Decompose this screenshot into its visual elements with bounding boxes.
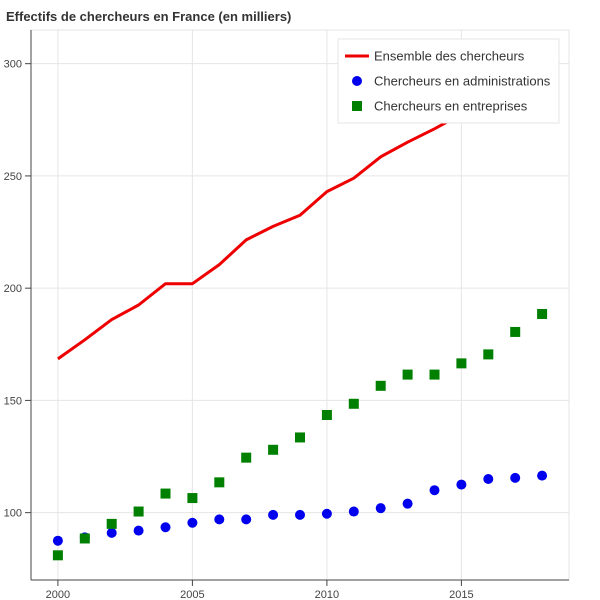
- legend-swatch-square: [352, 101, 362, 111]
- point-entreprises: [375, 380, 386, 391]
- legend-label: Chercheurs en administrations: [374, 74, 551, 89]
- point-entreprises: [187, 493, 198, 504]
- point-administrations: [456, 479, 467, 490]
- point-entreprises: [456, 358, 467, 369]
- point-entreprises: [537, 308, 548, 319]
- point-entreprises: [268, 444, 279, 455]
- point-entreprises: [106, 518, 117, 529]
- point-administrations: [321, 508, 332, 519]
- point-entreprises: [214, 477, 225, 488]
- axes: 100 150 200 250 300 2000 2005 2010 2015: [4, 30, 569, 600]
- point-administrations: [510, 472, 521, 483]
- point-entreprises: [429, 369, 440, 380]
- point-administrations: [214, 514, 225, 525]
- legend-label: Ensemble des chercheurs: [374, 49, 525, 64]
- point-entreprises: [79, 533, 90, 544]
- point-administrations: [160, 522, 171, 533]
- point-administrations: [295, 509, 305, 520]
- point-administrations: [402, 498, 413, 509]
- legend-box: [337, 38, 560, 124]
- y-tick-label: 200: [4, 283, 22, 295]
- x-tick-label: 2000: [46, 589, 70, 600]
- chart-title: Effectifs de chercheurs en France (en mi…: [6, 9, 291, 24]
- point-entreprises: [160, 488, 171, 499]
- point-entreprises: [52, 550, 63, 561]
- point-administrations: [106, 527, 117, 538]
- point-entreprises: [483, 349, 494, 360]
- point-entreprises: [295, 432, 305, 443]
- point-entreprises: [133, 506, 144, 517]
- y-tick-label: 150: [4, 395, 22, 407]
- point-administrations: [52, 535, 63, 546]
- point-administrations: [187, 517, 198, 528]
- point-administrations: [133, 525, 144, 536]
- legend: Ensemble des chercheurs Chercheurs en adm…: [337, 38, 560, 124]
- y-tick-label: 250: [4, 171, 22, 183]
- point-entreprises: [510, 326, 521, 337]
- point-entreprises: [321, 410, 332, 420]
- point-administrations: [429, 485, 440, 496]
- point-entreprises: [348, 398, 359, 409]
- legend-label: Chercheurs en entreprises: [374, 99, 528, 114]
- point-administrations: [348, 506, 359, 517]
- y-tick-label: 100: [4, 508, 22, 520]
- point-administrations: [483, 473, 494, 484]
- x-tick-label: 2015: [449, 589, 473, 600]
- point-entreprises: [241, 452, 252, 463]
- point-administrations: [537, 470, 548, 481]
- point-administrations: [241, 514, 252, 525]
- legend-swatch-circle: [352, 76, 362, 86]
- point-administrations: [268, 509, 279, 520]
- x-tick-label: 2010: [315, 589, 339, 600]
- point-administrations: [375, 503, 386, 514]
- point-entreprises: [402, 369, 413, 380]
- y-tick-label: 300: [4, 59, 22, 71]
- x-tick-label: 2005: [180, 589, 204, 600]
